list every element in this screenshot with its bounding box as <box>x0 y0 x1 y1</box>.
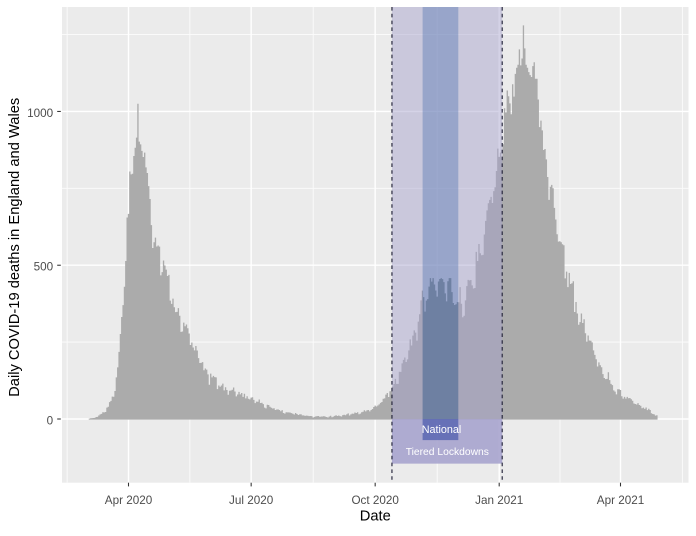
svg-text:Tiered Lockdowns: Tiered Lockdowns <box>406 447 489 458</box>
svg-text:Oct 2020: Oct 2020 <box>351 494 399 507</box>
svg-text:Apr 2021: Apr 2021 <box>597 494 644 507</box>
svg-text:National: National <box>422 424 462 436</box>
svg-text:Daily COVID-19 deaths in Engla: Daily COVID-19 deaths in England and Wal… <box>7 98 23 397</box>
svg-text:0: 0 <box>47 414 54 427</box>
svg-text:Date: Date <box>360 509 391 525</box>
svg-text:Apr 2020: Apr 2020 <box>105 494 153 507</box>
svg-text:1000: 1000 <box>27 107 54 120</box>
svg-text:500: 500 <box>34 261 54 274</box>
svg-text:Jan 2021: Jan 2021 <box>475 494 523 507</box>
svg-text:Jul 2020: Jul 2020 <box>229 494 274 507</box>
